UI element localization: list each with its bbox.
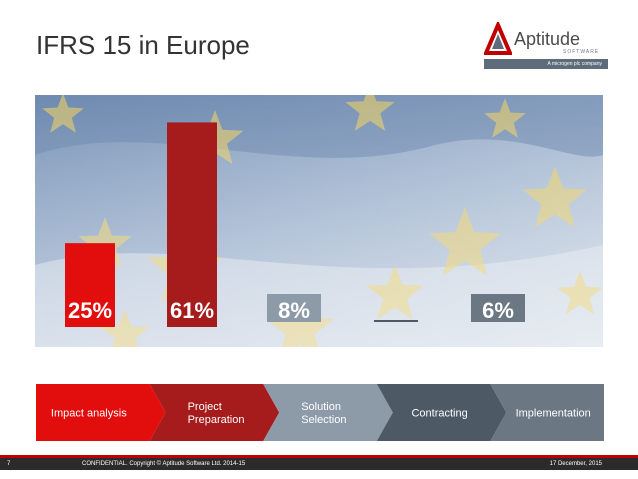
bar-value-label: 25% xyxy=(68,298,112,323)
process-step: Solution Selection xyxy=(263,384,393,441)
process-steps: Impact analysis Project Preparation Solutio… xyxy=(36,384,604,441)
process-step: Project Preparation xyxy=(149,384,280,441)
process-step-label: Impact analysis xyxy=(51,408,127,420)
bar-value-label: 6% xyxy=(482,298,514,323)
chart-area: 25% 61% 8% 6% xyxy=(35,84,603,360)
chart-bar xyxy=(471,294,525,322)
page-number: 7 xyxy=(7,461,11,467)
bar-value-label: 8% xyxy=(278,298,310,323)
process-step-shape xyxy=(149,384,280,441)
footer-date: 17 December, 2015 xyxy=(549,461,602,467)
logo-triangle-icon xyxy=(484,22,512,55)
chart-bar xyxy=(167,122,217,328)
process-step-shape xyxy=(376,384,507,441)
process-step-shape xyxy=(490,384,604,441)
slide-title: IFRS 15 in Europe xyxy=(36,30,250,60)
copyright-text: CONFIDENTIAL. Copyright © Aptitude Softw… xyxy=(82,461,246,467)
process-step-label: Solution Selection xyxy=(301,401,346,426)
process-step-shape xyxy=(36,384,166,441)
bar-value-label: 61% xyxy=(170,298,214,323)
logo-tagline: SOFTWARE xyxy=(563,49,600,55)
company-logo: Aptitude SOFTWARE A microgen plc company xyxy=(484,22,608,72)
logo-subtitle-bar: A microgen plc company xyxy=(484,59,608,69)
process-step: Contracting xyxy=(376,384,507,441)
process-step-shape xyxy=(263,384,393,441)
process-step-label: Contracting xyxy=(411,408,467,420)
chart-bar xyxy=(65,243,115,327)
footer: 7 CONFIDENTIAL. Copyright © Aptitude Sof… xyxy=(0,458,638,470)
process-step: Implementation xyxy=(490,384,604,441)
process-step-label: Project Preparation xyxy=(188,401,245,426)
chart-bar xyxy=(267,294,321,322)
process-step-label: Implementation xyxy=(516,408,591,420)
logo-name: Aptitude xyxy=(514,29,581,49)
footer-accent-line xyxy=(0,455,638,458)
bar-chart: 25% 61% 8% 6% xyxy=(35,84,603,360)
process-step: Impact analysis xyxy=(36,384,166,441)
